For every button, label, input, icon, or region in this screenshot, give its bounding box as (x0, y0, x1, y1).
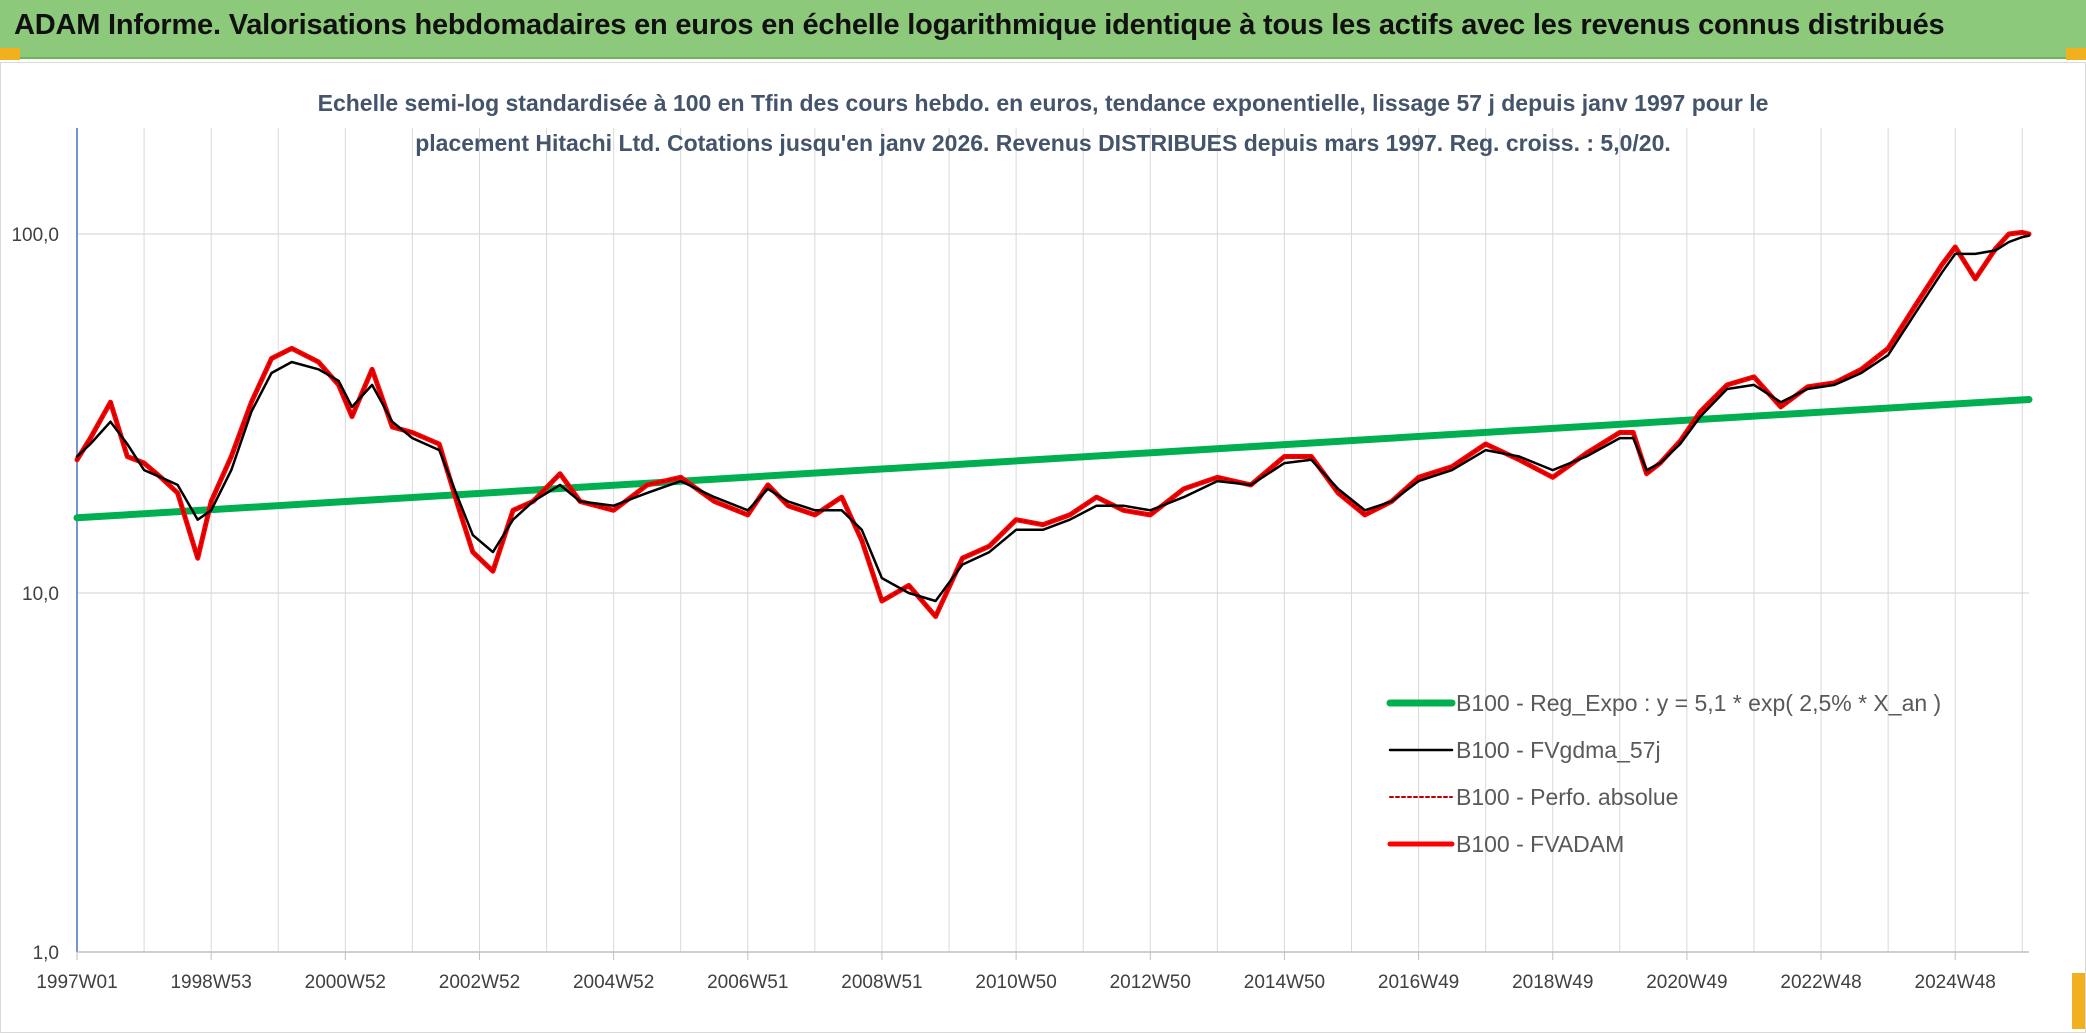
grid (76, 128, 2029, 952)
y-tick-label: 1,0 (33, 943, 59, 964)
legend-label-2: B100 - Perfo. absolue (1456, 784, 1678, 810)
banner-title: ADAM Informe. Valorisations hebdomadaire… (14, 9, 1945, 41)
x-tick-label: 2022W48 (1780, 972, 1861, 993)
x-tick-label: 2012W50 (1110, 972, 1191, 993)
x-tick-label: 2006W51 (707, 972, 788, 993)
x-tick-label: 1998W53 (170, 972, 251, 993)
x-tick-label: 2008W51 (841, 972, 922, 993)
y-tick-label: 10,0 (22, 584, 59, 605)
legend-label-1: B100 - FVgdma_57j (1456, 737, 1661, 763)
x-tick-label: 2004W52 (573, 972, 654, 993)
title-banner: ADAM Informe. Valorisations hebdomadaire… (0, 0, 2086, 59)
chart-title-line-2: placement Hitachi Ltd. Cotations jusqu'e… (415, 130, 1671, 156)
x-tick-label: 2020W49 (1646, 972, 1727, 993)
corner-accent-right (2066, 48, 2086, 60)
chart-title-line-1: Echelle semi-log standardisée à 100 en T… (318, 90, 1769, 116)
series-line-3 (74, 229, 2032, 619)
x-tick-label: 2018W49 (1512, 972, 1593, 993)
x-tick-label: 2000W52 (305, 972, 386, 993)
series-layer (73, 229, 2033, 619)
x-tick-label: 1997W01 (36, 972, 117, 993)
legend: B100 - Reg_Expo : y = 5,1 * exp( 2,5% * … (1386, 690, 1941, 857)
corner-accent-bottom-right (2072, 973, 2086, 1029)
y-tick-label: 100,0 (11, 225, 59, 246)
legend-label-0: B100 - Reg_Expo : y = 5,1 * exp( 2,5% * … (1456, 690, 1941, 716)
x-tick-label: 2016W49 (1378, 972, 1459, 993)
x-tick-label: 2010W50 (975, 972, 1056, 993)
x-tick-label: 2014W50 (1244, 972, 1325, 993)
x-tick-label: 2002W52 (439, 972, 520, 993)
x-tick-label: 2024W48 (1915, 972, 1996, 993)
legend-label-3: B100 - FVADAM (1456, 831, 1624, 857)
corner-accent-left (0, 48, 20, 60)
series-line-2 (76, 231, 2030, 618)
series-line-1 (75, 234, 2031, 603)
series-line-0 (73, 396, 2033, 522)
tick-labels: 1,0 10,0 100,0 1997W01 1998W53 2000W52 2002W52… (11, 225, 1995, 993)
